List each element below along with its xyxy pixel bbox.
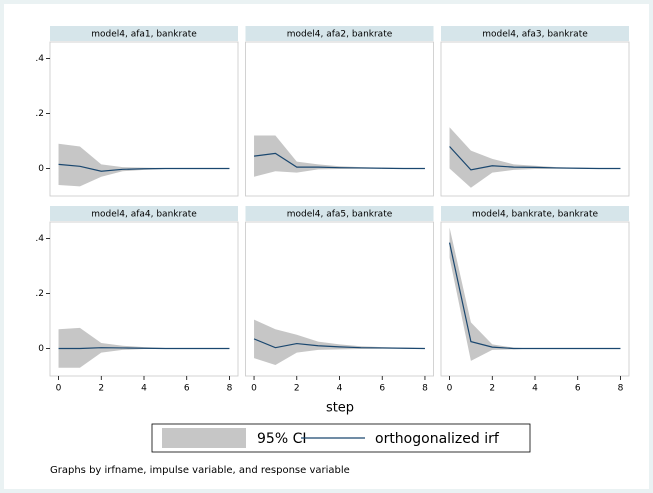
- irf-line: [58, 347, 230, 350]
- x-tick-label: 8: [422, 384, 428, 394]
- panel-header: [245, 26, 434, 41]
- panel-header: [441, 206, 629, 221]
- panel-header: [441, 26, 629, 41]
- x-tick-label: 4: [532, 384, 538, 394]
- x-axis-title: step: [326, 401, 354, 416]
- x-tick-label: 6: [379, 384, 385, 394]
- panel-header: [50, 206, 238, 221]
- y-tick-label: .2: [35, 109, 44, 119]
- irf-line: [58, 163, 230, 172]
- x-tick-label: 0: [251, 384, 257, 394]
- y-tick-label: .4: [35, 54, 44, 64]
- ci-band: [449, 127, 621, 188]
- x-tick-label: 2: [98, 384, 104, 394]
- panel-title: model4, bankrate, bankrate: [472, 210, 599, 220]
- panel-title: model4, afa5, bankrate: [287, 210, 393, 220]
- y-tick-label: .2: [35, 289, 44, 299]
- x-tick-label: 0: [447, 384, 453, 394]
- x-tick-label: 4: [141, 384, 147, 394]
- plot-region: [245, 41, 434, 197]
- x-tick-label: 6: [184, 384, 190, 394]
- x-tick-label: 6: [575, 384, 581, 394]
- irf-line: [253, 338, 425, 350]
- irf-line: [449, 146, 621, 171]
- y-tick-label: .4: [35, 234, 44, 244]
- y-tick-label: 0: [38, 164, 44, 174]
- x-tick-label: 2: [489, 384, 495, 394]
- panel-title: model4, afa4, bankrate: [91, 210, 197, 220]
- irf-line: [253, 152, 425, 170]
- irf-line: [448, 242, 621, 350]
- x-tick-label: 8: [227, 384, 233, 394]
- y-tick-label: 0: [38, 344, 44, 354]
- ci-band: [254, 319, 425, 365]
- panel-header: [245, 206, 434, 221]
- x-tick-label: 4: [337, 384, 343, 394]
- x-tick-label: 2: [294, 384, 300, 394]
- x-tick-label: 0: [56, 384, 62, 394]
- plot-region: [440, 221, 630, 377]
- ci-band: [58, 143, 230, 187]
- panel-title: model4, afa1, bankrate: [91, 30, 197, 40]
- panel-title: model4, afa2, bankrate: [287, 30, 393, 40]
- legend-label: orthogonalized irf: [375, 431, 500, 447]
- panel-title: model4, afa3, bankrate: [482, 30, 588, 40]
- legend-swatch: [162, 428, 246, 448]
- x-tick-label: 8: [618, 384, 624, 394]
- legend-label: 95% CI: [257, 431, 306, 447]
- note: Graphs by irfname, impulse variable, and…: [50, 465, 350, 476]
- panel-header: [50, 26, 238, 41]
